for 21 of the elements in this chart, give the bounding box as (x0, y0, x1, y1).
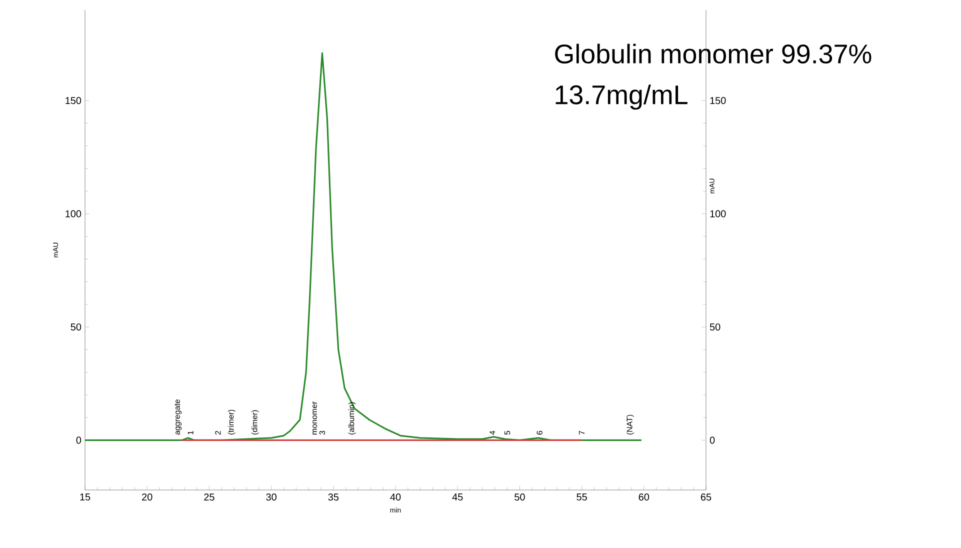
y2-tick-label: 0 (710, 436, 715, 444)
y-tick-label: 0 (76, 436, 82, 444)
y-tick-label: 100 (66, 210, 82, 218)
y2-tick-label: 150 (710, 97, 726, 104)
x-tick-label: 25 (204, 494, 214, 501)
x-tick-label: 15 (80, 494, 90, 500)
y2-tick-label: 100 (710, 210, 726, 218)
x-tick-label: 30 (266, 494, 276, 501)
x-tick-label: 35 (328, 494, 339, 501)
x-tick-label: 60 (638, 494, 650, 501)
annotation: 13.7mg/mL (556, 84, 688, 110)
annotation: Globulin monomer 99.37% (555, 44, 872, 64)
x-tick-label: 20 (142, 494, 152, 501)
x-tick-label: 50 (514, 494, 525, 501)
x-tick-label: 45 (452, 494, 463, 500)
x-tick-label: 55 (576, 494, 587, 500)
x-tick-label: 65 (700, 494, 712, 501)
y-tick-label: 150 (66, 97, 82, 104)
x-tick-label: 40 (390, 494, 401, 501)
y2-tick-label: 50 (710, 323, 720, 330)
y-tick-label: 50 (70, 323, 82, 330)
